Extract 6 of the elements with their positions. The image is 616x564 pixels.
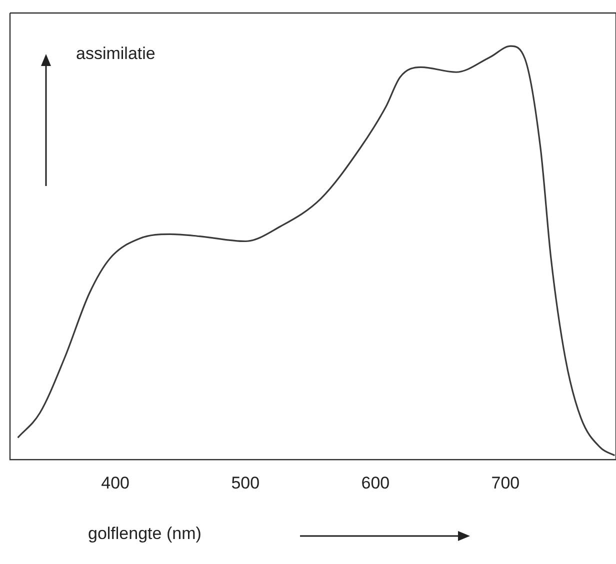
- x-tick-label: 500: [231, 473, 260, 492]
- x-tick-label: 600: [361, 473, 390, 492]
- x-tick-label: 700: [491, 473, 520, 492]
- y-axis-title: assimilatie: [76, 44, 156, 64]
- x-axis-title: golflengte (nm): [88, 524, 202, 544]
- x-tick-label: 400: [101, 473, 130, 492]
